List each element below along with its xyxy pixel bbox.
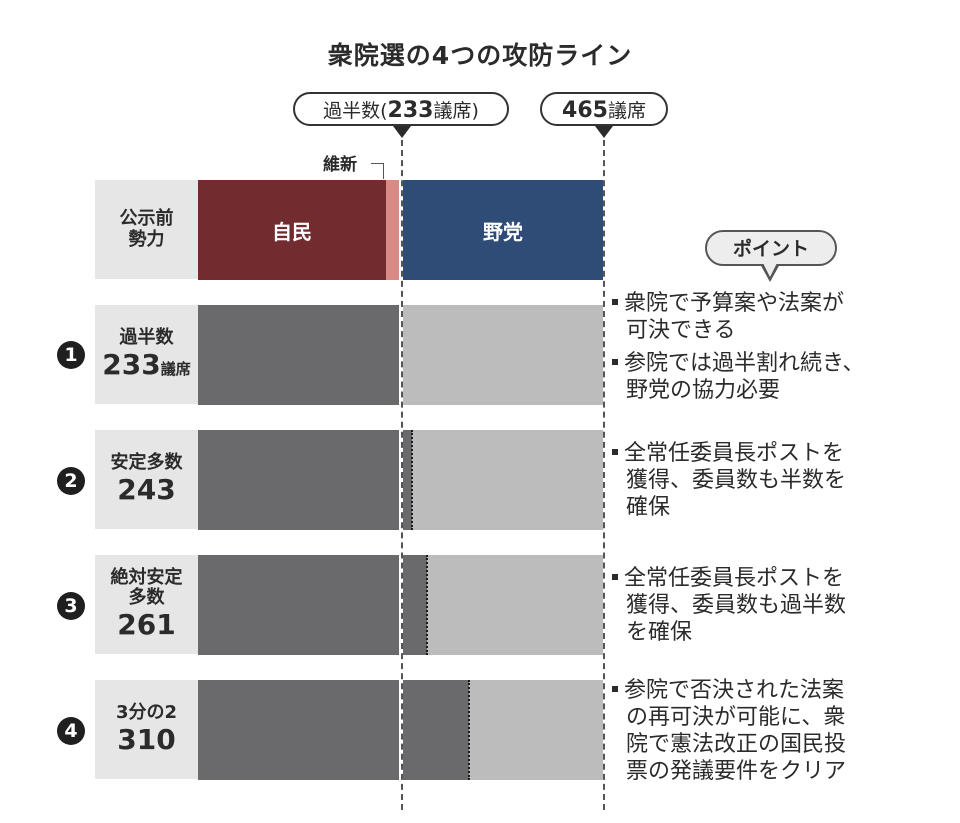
threshold-1-rest	[402, 305, 603, 405]
note-group-4: 参院で否決された法案 の再可決が可能に、衆 院で憲法改正の国民投 票の発議要件をクリア	[612, 677, 912, 791]
bar-segment-3	[402, 180, 603, 280]
t1-num: 233	[102, 347, 161, 381]
t4-num: 310	[117, 722, 176, 756]
row-label-2: 安定多数 243	[95, 430, 198, 529]
threshold-4-ruling-extra	[402, 680, 470, 780]
threshold-2-edge-marker	[410, 430, 413, 530]
total-line	[603, 140, 605, 810]
threshold-3-rest	[427, 555, 603, 655]
bullet-icon	[612, 686, 618, 692]
row-label-1: 過半数 233議席	[95, 305, 198, 404]
point-header: ポイント	[705, 230, 837, 266]
majority-marker: 過半数(233議席)	[293, 92, 509, 126]
threshold-1-ruling-base	[198, 305, 399, 405]
majority-line	[401, 140, 403, 810]
row-label-4: 3分の2 310	[95, 680, 198, 779]
t2-num: 243	[117, 472, 176, 506]
majority-marker-prefix: 過半数(	[323, 100, 388, 122]
bullet-icon	[612, 574, 618, 580]
chart-title: 衆院選の4つの攻防ライン	[327, 41, 633, 70]
bar-threshold-4	[198, 680, 603, 780]
threshold-badge-4: 4	[57, 717, 85, 745]
note-3: 全常任委員長ポストを 獲得、委員数も半数を 確保	[612, 440, 912, 521]
ishin-label: 維新	[323, 155, 357, 175]
current-label-line1: 公示前	[119, 207, 174, 229]
note-2: 参院では過半割れ続き、 野党の協力必要	[612, 350, 912, 404]
bullet-icon	[612, 449, 618, 455]
threshold-badge-2: 2	[57, 467, 85, 495]
majority-caret-icon	[393, 126, 411, 138]
note-group-1: 衆院で予算案や法案が 可決できる 参院では過半割れ続き、 野党の協力必要	[612, 290, 912, 410]
bullet-icon	[612, 299, 618, 305]
t4-name: 3分の2	[115, 702, 178, 724]
threshold-2-rest	[411, 430, 603, 530]
bar-segment-label-3: 野党	[482, 219, 523, 244]
note-1: 衆院で予算案や法案が 可決できる	[612, 290, 912, 344]
note-4: 全常任委員長ポストを 獲得、委員数も過半数 を確保	[612, 565, 912, 646]
threshold-2-ruling-base	[198, 430, 399, 530]
threshold-3-edge-marker	[426, 555, 429, 655]
threshold-badge-1: 1	[57, 341, 85, 369]
majority-marker-value: 233	[387, 98, 434, 123]
threshold-badge-3: 3	[57, 592, 85, 620]
note-group-2: 全常任委員長ポストを 獲得、委員数も半数を 確保	[612, 440, 912, 527]
threshold-3-ruling-extra	[402, 555, 428, 655]
bar-threshold-2	[198, 430, 603, 530]
threshold-4-ruling-base	[198, 680, 399, 780]
note-5: 参院で否決された法案 の再可決が可能に、衆 院で憲法改正の国民投 票の発議要件をクリア	[612, 677, 912, 785]
total-caret-icon	[595, 126, 613, 138]
row-label-current: 公示前 勢力	[95, 180, 198, 279]
threshold-3-ruling-base	[198, 555, 399, 655]
threshold-2-ruling-extra	[402, 430, 412, 530]
t1-name: 過半数	[119, 327, 174, 349]
point-tail-inner-icon	[763, 263, 777, 277]
t3-name-line1: 絶対安定	[110, 566, 183, 588]
t1-unit: 議席	[160, 359, 191, 378]
total-marker: 465議席	[540, 92, 668, 126]
bullet-icon	[612, 359, 618, 365]
current-label-line2: 勢力	[128, 228, 165, 250]
t3-name-line2: 多数	[128, 587, 165, 609]
note-group-3: 全常任委員長ポストを 獲得、委員数も過半数 を確保	[612, 565, 912, 652]
bar-current-strength: 自民 野党	[198, 180, 603, 280]
bar-segment-1	[198, 180, 386, 280]
total-marker-value: 465	[562, 98, 608, 123]
row-label-3: 絶対安定 多数 261	[95, 555, 198, 654]
t2-name: 安定多数	[110, 452, 183, 474]
ishin-leader-line	[371, 163, 384, 179]
threshold-4-edge-marker	[468, 680, 471, 780]
majority-marker-suffix: 議席)	[433, 100, 479, 122]
total-marker-suffix: 議席	[607, 100, 646, 122]
bar-threshold-3	[198, 555, 603, 655]
threshold-4-rest	[469, 680, 603, 780]
bar-segment-label-1: 自民	[271, 219, 312, 244]
bar-segment-2	[385, 180, 399, 280]
bar-threshold-1	[198, 305, 603, 405]
t3-num: 261	[117, 608, 176, 642]
